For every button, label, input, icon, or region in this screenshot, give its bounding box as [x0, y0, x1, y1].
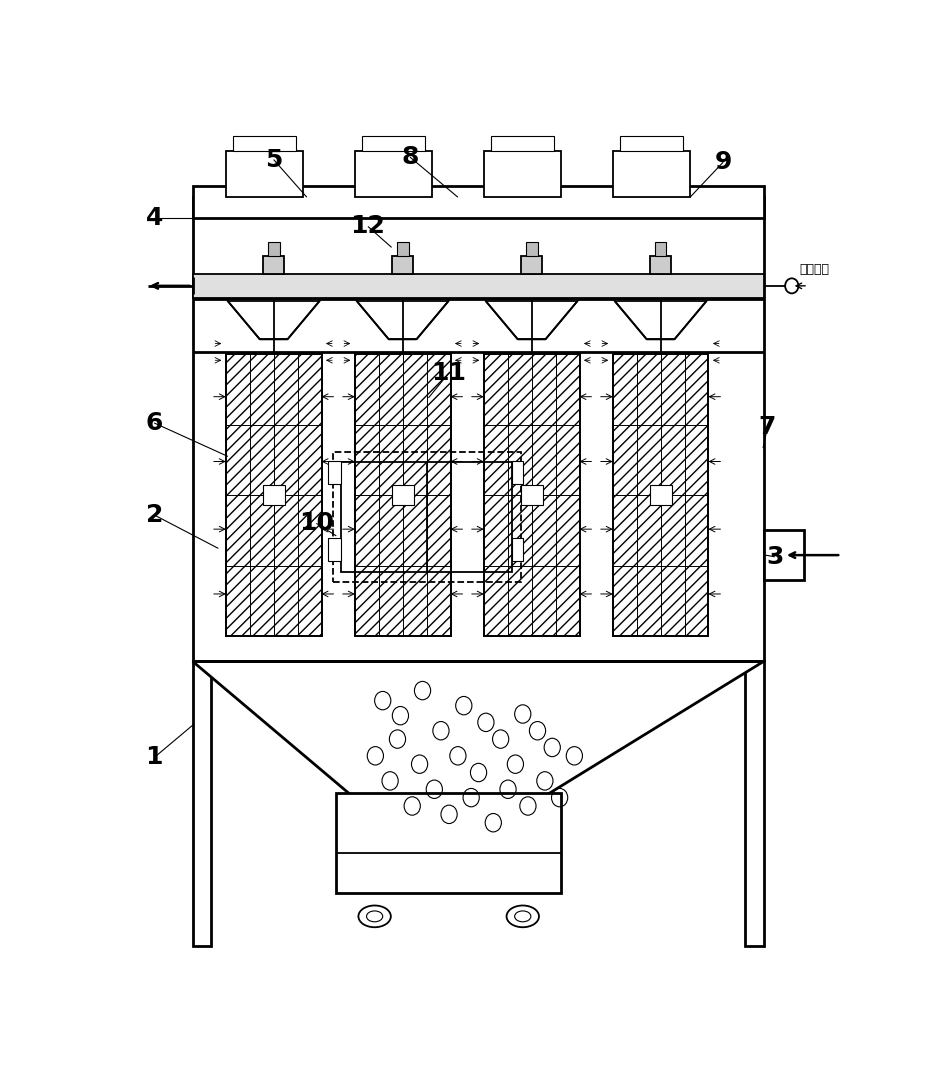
Text: 9: 9	[714, 150, 732, 174]
Text: 11: 11	[432, 361, 467, 384]
Bar	[484, 151, 561, 198]
Ellipse shape	[514, 911, 531, 922]
Ellipse shape	[366, 911, 382, 922]
Bar	[328, 460, 341, 484]
Bar	[263, 256, 284, 274]
Bar	[484, 354, 579, 636]
Bar	[362, 136, 425, 151]
Bar	[764, 530, 805, 580]
Bar	[612, 354, 708, 636]
Bar	[341, 463, 512, 572]
Bar	[233, 136, 296, 151]
Bar	[512, 538, 523, 561]
Text: 10: 10	[299, 512, 334, 535]
Bar	[262, 485, 284, 505]
Text: 1: 1	[146, 745, 163, 770]
Text: 4: 4	[146, 206, 163, 230]
Bar	[328, 538, 341, 561]
Bar	[355, 354, 451, 636]
Bar	[355, 151, 432, 198]
Text: 7: 7	[759, 415, 776, 439]
Bar	[620, 136, 683, 151]
Bar	[393, 256, 413, 274]
Bar	[192, 198, 764, 661]
Bar	[333, 452, 520, 582]
Bar	[612, 354, 708, 636]
Bar	[521, 256, 542, 274]
Bar	[484, 354, 579, 636]
Bar	[192, 661, 211, 946]
Bar	[650, 256, 670, 274]
Bar	[225, 151, 303, 198]
Text: 3: 3	[767, 545, 784, 569]
Polygon shape	[192, 661, 764, 795]
Polygon shape	[486, 301, 577, 339]
Ellipse shape	[359, 906, 391, 927]
Bar	[654, 242, 667, 255]
Ellipse shape	[507, 906, 539, 927]
Bar	[526, 242, 537, 255]
Text: 12: 12	[351, 215, 385, 239]
Bar	[192, 187, 764, 218]
Bar	[612, 151, 690, 198]
Bar	[512, 460, 523, 484]
Bar	[355, 354, 451, 636]
Text: 压缩空气: 压缩空气	[799, 263, 829, 276]
Bar	[650, 485, 671, 505]
Bar	[268, 242, 280, 255]
Polygon shape	[614, 301, 707, 339]
Bar	[225, 354, 321, 636]
Bar	[192, 274, 764, 298]
Bar	[746, 661, 764, 946]
Bar	[491, 136, 553, 151]
Polygon shape	[357, 301, 449, 339]
Bar	[520, 485, 543, 505]
Text: 6: 6	[146, 411, 163, 435]
Bar	[397, 242, 409, 255]
Text: 8: 8	[401, 146, 418, 169]
Bar	[337, 793, 561, 893]
Polygon shape	[227, 301, 320, 339]
Bar	[392, 485, 414, 505]
Text: 5: 5	[265, 148, 282, 172]
Text: 2: 2	[146, 503, 163, 527]
Bar	[225, 354, 321, 636]
